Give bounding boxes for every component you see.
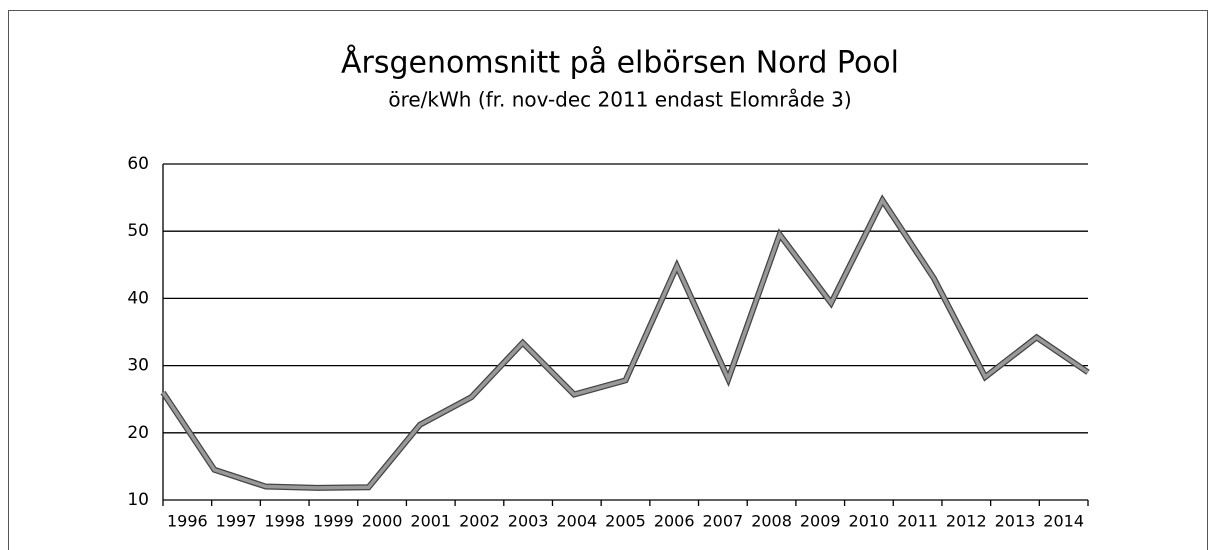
x-tick-label: 2011 <box>897 512 938 531</box>
x-tick-label: 1999 <box>313 512 354 531</box>
y-tick-label: 30 <box>127 356 149 376</box>
line <box>161 196 1089 490</box>
x-tick-label: 2001 <box>410 512 451 531</box>
x-tick-label: 2000 <box>362 512 403 531</box>
chart-title: Årsgenomsnitt på elbörsen Nord Pool <box>341 45 899 81</box>
y-tick-label: 10 <box>127 490 149 510</box>
x-tick-label: 2007 <box>703 512 744 531</box>
x-tick-label: 1998 <box>264 512 305 531</box>
chart-subtitle: öre/kWh (fr. nov-dec 2011 endast Elområd… <box>388 88 851 112</box>
x-tick-label: 2003 <box>508 512 549 531</box>
y-tick-label: 60 <box>127 154 149 174</box>
x-tick-label: 2012 <box>946 512 987 531</box>
y-tick-label: 50 <box>127 221 149 241</box>
x-tick-label: 2013 <box>995 512 1036 531</box>
x-tick-label: 2008 <box>751 512 792 531</box>
x-tick-label: 2010 <box>849 512 890 531</box>
y-tick-label: 40 <box>127 288 149 308</box>
x-tick-label: 2009 <box>800 512 841 531</box>
line-outline <box>160 194 1090 491</box>
y-tick-label: 20 <box>127 423 149 443</box>
x-tick-label: 1996 <box>167 512 208 531</box>
x-tick-label: 2014 <box>1043 512 1084 531</box>
x-tick-label: 2002 <box>459 512 500 531</box>
x-tick-label: 2005 <box>605 512 646 531</box>
x-tick-label: 2006 <box>654 512 695 531</box>
x-tick-label: 1997 <box>216 512 257 531</box>
x-tick-label: 2004 <box>556 512 597 531</box>
